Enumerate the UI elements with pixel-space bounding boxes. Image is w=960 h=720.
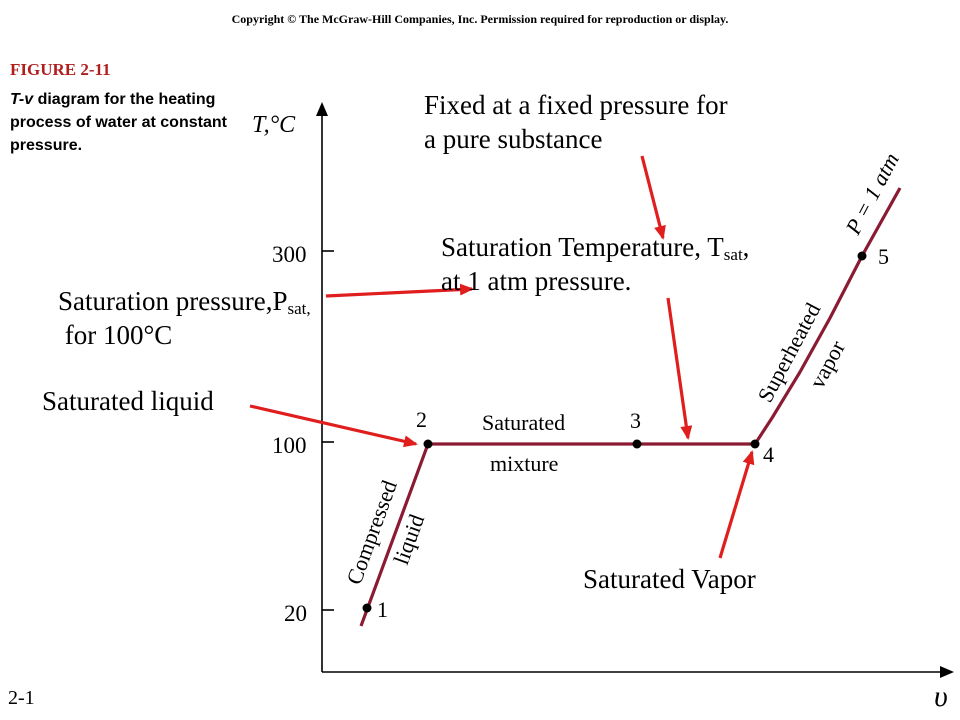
annotation-saturation-pressure: Saturation pressure,Psat, for 100°C: [58, 284, 311, 352]
tick-label-100: 100: [272, 433, 307, 458]
annotation-sattemp-line2: at 1 atm pressure.: [441, 266, 632, 296]
pressure-label: P = 1 atm: [840, 149, 904, 240]
arrow-fixed-pressure: [640, 155, 666, 240]
arrow-saturation-temperature: [666, 297, 693, 440]
annotation-saturated-liquid: Saturated liquid: [42, 386, 214, 416]
tick-label-20: 20: [284, 601, 307, 626]
arrow-saturation-pressure: [325, 283, 474, 298]
point-label-1: 1: [377, 597, 388, 622]
annotation-sattemp-text: Saturation Temperature, T: [441, 232, 724, 262]
region-compressed: Compressed: [341, 477, 402, 588]
annotation-sattemp-sub: sat: [723, 245, 743, 264]
tick-label-300: 300: [272, 242, 307, 267]
x-axis-label: υ: [934, 680, 948, 713]
region-mixture: mixture: [490, 451, 558, 476]
state-point-3: [632, 439, 642, 449]
figure-caption: T-v diagram for the heating process of w…: [10, 88, 240, 157]
point-label-5: 5: [878, 244, 889, 269]
state-point-4: [750, 439, 760, 449]
state-point-5: [857, 251, 867, 261]
state-point-2: [423, 439, 433, 449]
caption-italic: T-v: [10, 91, 34, 108]
arrow-saturated-vapor: [718, 450, 755, 559]
annotation-satpres-sub: sat,: [287, 299, 311, 318]
caption-text: diagram for the heating process of water…: [10, 91, 227, 154]
annotation-fixed-line1: Fixed at a fixed pressure for: [424, 90, 728, 120]
figure-number: FIGURE 2-11: [10, 60, 111, 79]
point-label-2: 2: [416, 407, 427, 432]
process-line: [359, 187, 902, 627]
annotation-saturated-vapor: Saturated Vapor: [583, 564, 756, 594]
copyright-notice: Copyright © The McGraw-Hill Companies, I…: [231, 12, 729, 26]
region-saturated: Saturated: [482, 410, 565, 435]
state-point-1: [362, 603, 372, 613]
annotation-satpres-line2: for 100°C: [58, 320, 173, 350]
slide-number: 2-1: [8, 687, 35, 709]
annotation-saturation-temperature: Saturation Temperature, Tsat, at 1 atm p…: [441, 230, 749, 298]
arrow-saturated-liquid: [249, 404, 418, 448]
point-label-3: 3: [630, 408, 641, 433]
annotation-sattemp-comma: ,: [742, 232, 750, 262]
region-vapor: vapor: [804, 336, 850, 393]
annotation-fixed-pressure: Fixed at a fixed pressure for a pure sub…: [424, 88, 728, 156]
annotation-fixed-line2: a pure substance: [424, 124, 603, 154]
annotation-satpres-text: Saturation pressure,P: [58, 286, 288, 316]
y-axis-label: T,°C: [252, 112, 296, 138]
point-label-4: 4: [763, 442, 774, 467]
